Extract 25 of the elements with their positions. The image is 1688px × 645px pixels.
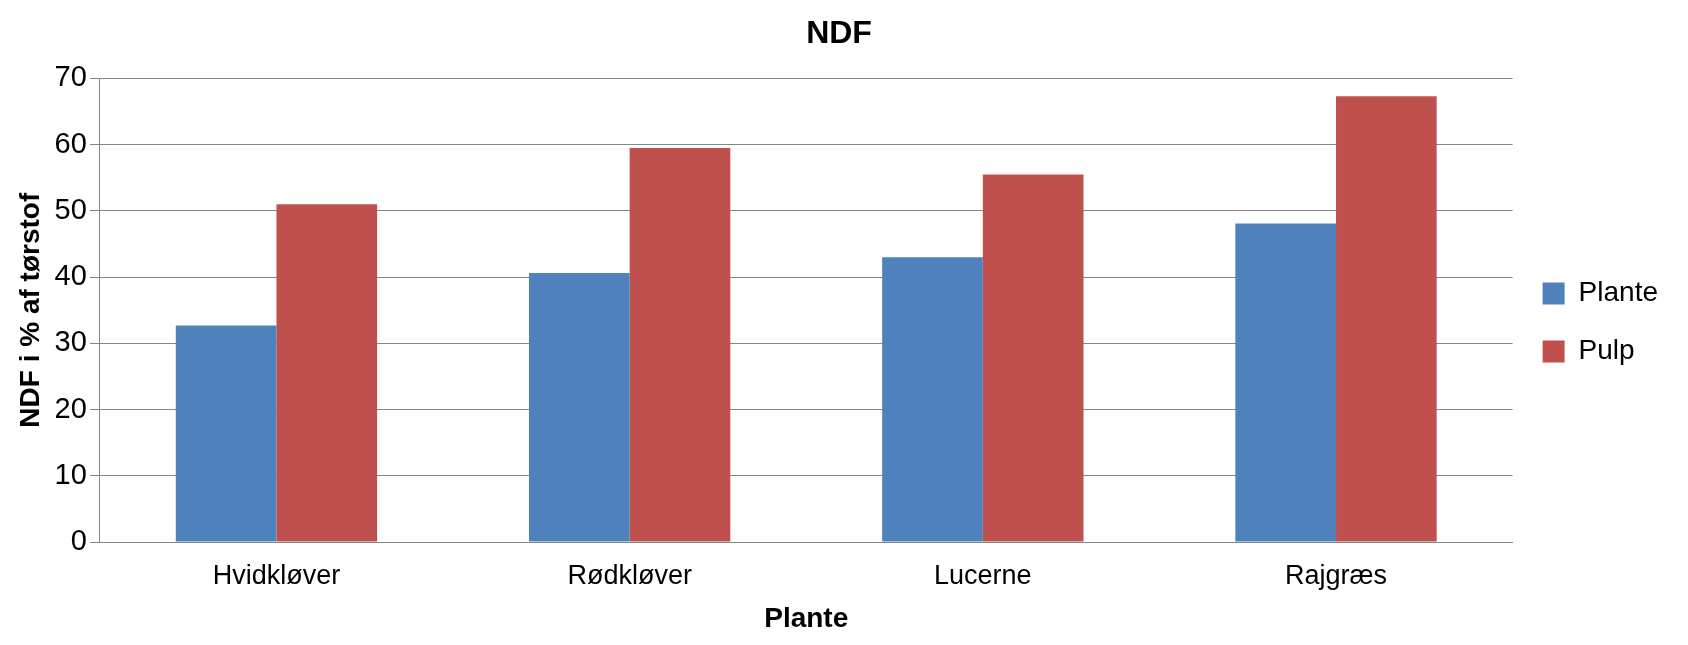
y-tick-label: 60 (54, 126, 87, 159)
y-tick-label: 40 (54, 259, 87, 292)
bar (1235, 223, 1337, 542)
y-tick-label: 50 (54, 192, 87, 225)
y-tick-label: 10 (54, 457, 87, 490)
bar (982, 174, 1084, 542)
y-axis-title: NDF i % af tørstof (13, 192, 45, 428)
bar (1336, 96, 1437, 542)
bar (276, 204, 378, 542)
x-axis-title: Plante (764, 601, 849, 633)
y-tick-label: 20 (54, 391, 87, 424)
legend-label: Pulp (1578, 334, 1635, 366)
bar (528, 273, 630, 542)
x-tick-label: Hvidkløver (212, 559, 341, 590)
bar (882, 257, 983, 542)
x-tick-label: Rajgræs (1285, 559, 1388, 590)
x-tick-label: Lucerne (934, 559, 1032, 590)
y-tick-label: 30 (54, 325, 87, 358)
x-tick-label: Rødkløver (567, 559, 692, 590)
y-tick-label: 0 (70, 524, 87, 556)
legend-label: Plante (1578, 276, 1659, 308)
bar (629, 147, 731, 542)
y-tick-label: 70 (54, 60, 87, 93)
chart-title: NDF (806, 14, 872, 51)
bar (175, 325, 277, 542)
